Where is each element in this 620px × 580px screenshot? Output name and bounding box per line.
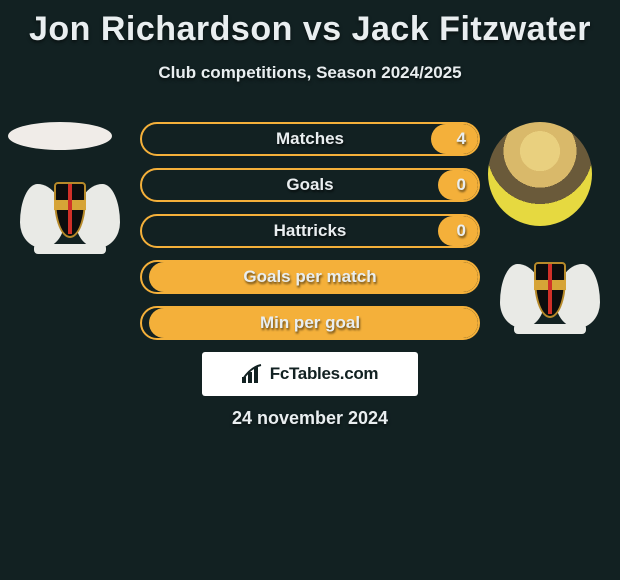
player-right-avatar <box>488 122 592 226</box>
crest-ribbon-icon <box>514 324 586 334</box>
crest-stripe-icon <box>548 264 552 314</box>
stat-row-hattricks: Hattricks 0 <box>140 214 480 248</box>
bar-chart-icon <box>242 365 264 383</box>
comparison-stats: Matches 4 Goals 0 Hattricks 0 Goals per … <box>140 122 480 352</box>
player-left-avatar <box>8 122 112 150</box>
date-line: 24 november 2024 <box>0 408 620 429</box>
crest-stripe-icon <box>68 184 72 234</box>
player-right-club-crest <box>500 258 600 334</box>
stat-label: Hattricks <box>142 216 478 246</box>
stat-value-right: 4 <box>457 124 466 154</box>
subtitle: Club competitions, Season 2024/2025 <box>0 63 620 83</box>
stat-label: Matches <box>142 124 478 154</box>
crest-ribbon-icon <box>34 244 106 254</box>
stat-value-right: 0 <box>457 170 466 200</box>
stat-row-goals-per-match: Goals per match <box>140 260 480 294</box>
brand-text: FcTables.com <box>270 364 379 384</box>
stat-row-goals: Goals 0 <box>140 168 480 202</box>
stat-label: Goals <box>142 170 478 200</box>
stat-value-right: 0 <box>457 216 466 246</box>
page-title: Jon Richardson vs Jack Fitzwater <box>0 0 620 49</box>
stat-row-min-per-goal: Min per goal <box>140 306 480 340</box>
player-left-club-crest <box>20 178 120 254</box>
stat-row-matches: Matches 4 <box>140 122 480 156</box>
stat-label: Min per goal <box>142 308 478 338</box>
stat-label: Goals per match <box>142 262 478 292</box>
brand-box: FcTables.com <box>202 352 418 396</box>
